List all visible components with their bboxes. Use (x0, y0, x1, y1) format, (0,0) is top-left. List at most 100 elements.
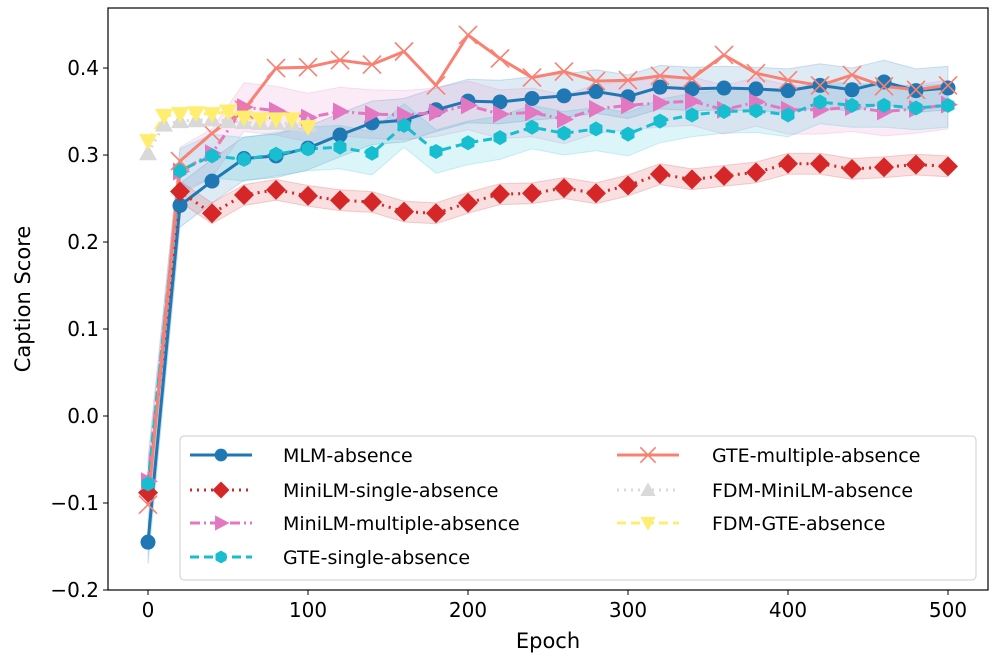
gte-single-absence-point (781, 107, 795, 123)
gte-multiple-absence-point (650, 66, 670, 86)
legend-marker-triangle-up-icon (640, 482, 656, 496)
gte-multiple-absence-point (554, 61, 574, 82)
minilm-single-absence-point (906, 154, 926, 175)
mlm-absence-point (716, 80, 732, 96)
mlm-absence-point (684, 81, 700, 97)
legend-label: GTE-multiple-absence (712, 445, 920, 467)
gte-multiple-absence-point (138, 495, 158, 515)
minilm-multiple-absence-point (333, 102, 350, 121)
legend-item-gte-single-absence: GTE-single-absence (190, 547, 470, 569)
minilm-multiple-absence-point (557, 110, 574, 129)
legend-item-minilm-multiple-absence: MiniLM-multiple-absence (190, 513, 520, 535)
gte-single-absence-point (173, 163, 187, 179)
minilm-single-absence-point (330, 190, 350, 211)
minilm-multiple-absence-point (621, 96, 638, 115)
gte-single-absence-point (429, 144, 443, 159)
minilm-single-absence-point (362, 192, 382, 212)
legend-marker-x-icon (639, 446, 657, 464)
gte-single-absence-point (365, 145, 379, 161)
gte-multiple-absence-point (458, 25, 478, 45)
minilm-single-absence-point (266, 179, 286, 200)
gte-multiple-absence-point (746, 63, 766, 83)
fdm-gte-absence-point (267, 112, 285, 129)
minilm-single-absence-point (202, 203, 222, 224)
x-tick-label: 400 (769, 598, 807, 622)
y-tick-label: 0.0 (67, 404, 99, 428)
minilm-single-absence-point (458, 192, 478, 213)
gte-multiple-absence-point (586, 71, 606, 91)
gte-single-absence-point (333, 139, 347, 155)
minilm-multiple-absence-point (525, 103, 542, 122)
mlm-absence-point (940, 80, 956, 96)
gte-single-absence-point (301, 141, 315, 157)
minilm-single-absence-band (147, 152, 949, 504)
mlm-absence-point (780, 83, 796, 99)
legend-item-gte-multiple-absence: GTE-multiple-absence (617, 445, 920, 467)
legend-label: FDM-MiniLM-absence (712, 480, 913, 502)
minilm-single-absence-point (490, 184, 510, 205)
gte-single-absence-point (269, 146, 283, 162)
legend-item-minilm-single-absence: MiniLM-single-absence (190, 480, 498, 502)
x-axis-ticks: 0 100 200 300 400 500 (142, 590, 967, 622)
minilm-multiple-absence-point (461, 96, 478, 115)
fdm-gte-absence-point (235, 110, 253, 127)
legend-label: GTE-single-absence (283, 547, 470, 569)
mlm-absence-point (140, 534, 156, 550)
gte-multiple-absence-point (522, 68, 542, 88)
minilm-single-absence-point (170, 181, 190, 202)
legend-item-mlm-absence: MLM-absence (190, 445, 413, 467)
gte-single-absence-point (685, 107, 699, 123)
x-axis-label: Epoch (516, 629, 580, 653)
minilm-single-absence-point (842, 158, 862, 179)
mlm-absence-point (652, 79, 668, 95)
x-tick-label: 200 (449, 598, 487, 622)
fdm-gte-absence-point (187, 106, 205, 123)
gte-multiple-absence-point (362, 54, 382, 75)
gte-single-absence-point (557, 125, 571, 141)
gte-single-absence-point (237, 151, 251, 167)
minilm-single-absence-point (298, 185, 318, 206)
gte-single-absence-point (717, 104, 731, 119)
minilm-single-absence-point (778, 153, 798, 174)
x-tick-label: 0 (142, 598, 155, 622)
fdm-gte-absence-point (203, 107, 221, 124)
minilm-single-absence-point (522, 183, 542, 204)
gte-multiple-absence-point (842, 65, 862, 85)
y-tick-label: 0.1 (67, 317, 99, 341)
mlm-absence-point (556, 88, 572, 104)
y-tick-label: −0.1 (50, 491, 99, 515)
gte-multiple-absence-point (810, 75, 830, 95)
fdm-gte-absence-point (283, 112, 301, 129)
gte-single-absence-point (621, 126, 635, 142)
mlm-absence-point (876, 74, 892, 90)
mlm-absence-point (204, 173, 220, 189)
legend-marker-triangle-right-icon (215, 515, 230, 531)
gte-single-absence-point (205, 148, 219, 164)
gte-single-absence-point (493, 130, 507, 146)
y-axis-label: Caption Score (11, 226, 35, 373)
x-tick-label: 500 (929, 598, 967, 622)
fdm-gte-absence-point (171, 107, 189, 124)
y-tick-label: 0.4 (67, 56, 99, 80)
gte-multiple-absence-point (266, 58, 286, 78)
legend-item-fdm-minilm-absence: FDM-MiniLM-absence (617, 480, 913, 502)
fdm-gte-absence-point (251, 112, 269, 129)
mlm-absence-point (332, 127, 348, 143)
minilm-single-absence-point (714, 165, 734, 186)
minilm-single-absence-point (682, 169, 702, 190)
gte-single-absence-point (141, 476, 155, 492)
mlm-absence-point (524, 90, 540, 106)
minilm-single-absence-point (618, 175, 638, 196)
minilm-multiple-absence-point (397, 106, 414, 125)
fdm-gte-absence-point (299, 120, 317, 137)
fdm-minilm-absence-point (139, 144, 157, 161)
mlm-absence-point (748, 81, 764, 97)
legend-label: FDM-GTE-absence (712, 513, 886, 535)
legend-box (179, 435, 977, 581)
fdm-gte-absence-line (146, 110, 309, 142)
minilm-multiple-absence-point (685, 92, 702, 111)
gte-multiple-absence-point (682, 68, 702, 89)
fdm-gte-absence-point (219, 104, 237, 121)
gte-multiple-absence-point (170, 151, 190, 171)
gte-multiple-absence-point (618, 70, 638, 90)
